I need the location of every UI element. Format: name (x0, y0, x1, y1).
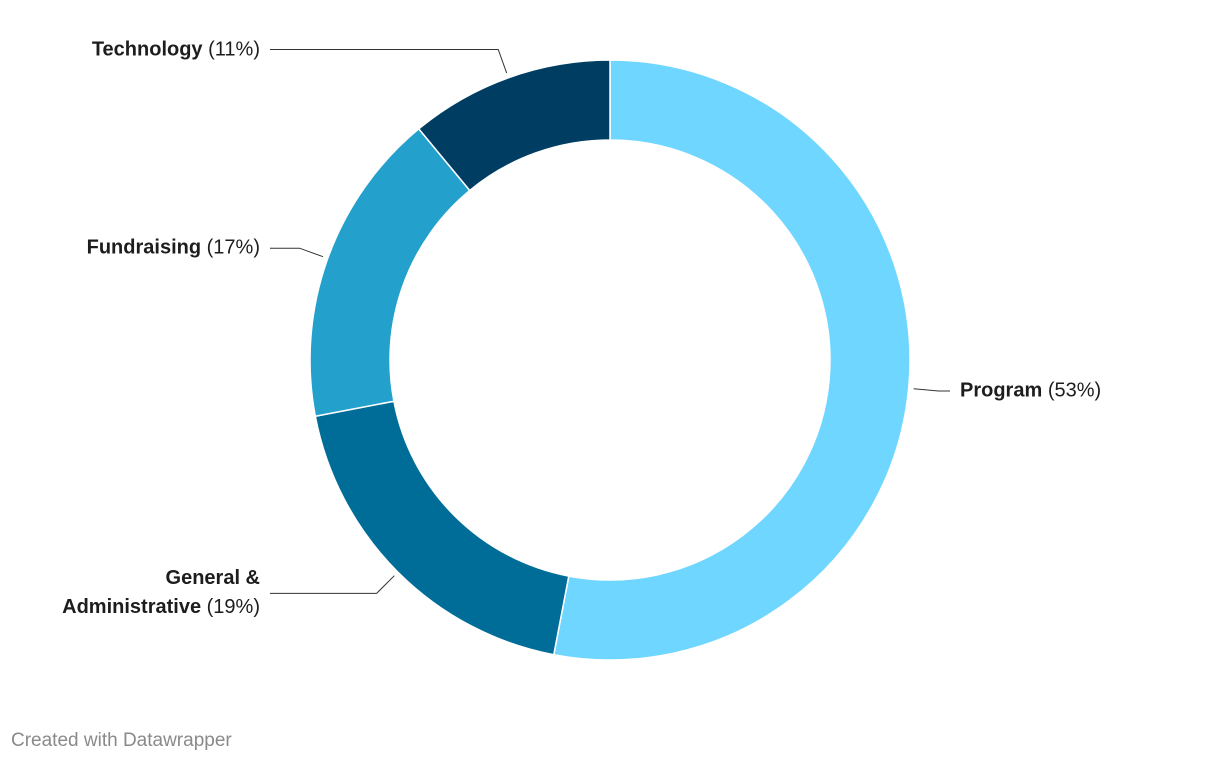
category-label: Technology (91, 38, 203, 60)
category-label: General & Administrative (62, 567, 260, 619)
slice-label: Fundraising (17%) (87, 234, 260, 263)
value-label: (11%) (208, 38, 260, 60)
category-label: Fundraising (86, 236, 202, 259)
slice-label: Technology (11%) (92, 35, 260, 64)
category-label: Program (960, 379, 1043, 402)
value-label: (17%) (206, 236, 260, 259)
leader-line (270, 49, 508, 74)
leader-line (270, 247, 324, 258)
credit: Created with Datawrapper (11, 730, 232, 751)
slice-label: Program (53%) (960, 377, 1101, 406)
leader-line (270, 575, 395, 594)
value-label: (19%) (206, 596, 260, 619)
leader-line (913, 388, 950, 392)
slice-label: General & Administrative (19%) (25, 564, 260, 622)
value-label: (53%) (1047, 379, 1102, 402)
donut-slice (552, 59, 911, 661)
donut-slice (314, 400, 570, 656)
donut-slice (309, 127, 471, 418)
donut-slice (417, 59, 611, 192)
